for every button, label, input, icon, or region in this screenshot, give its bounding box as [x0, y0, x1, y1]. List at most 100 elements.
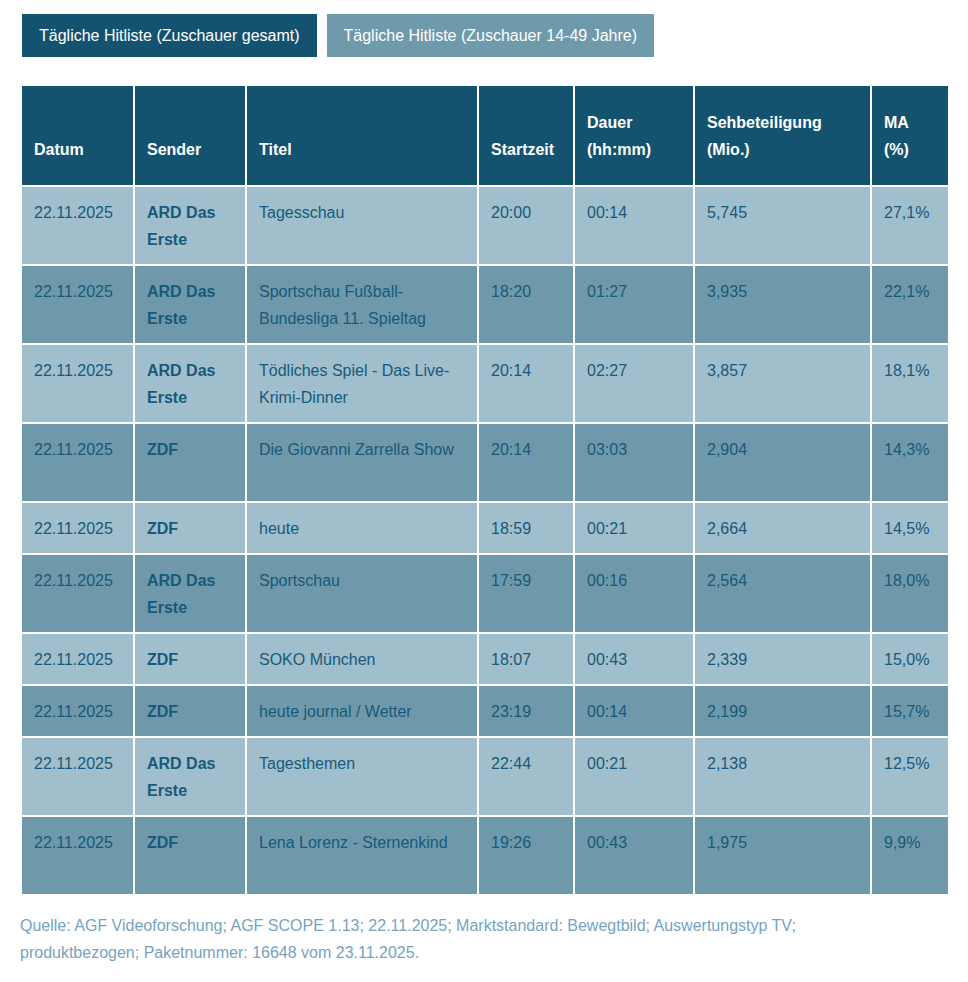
cell-titel: heute	[246, 502, 478, 554]
cell-datum: 22.11.2025	[21, 685, 134, 737]
tab-hitliste-gesamt[interactable]: Tägliche Hitliste (Zuschauer gesamt)	[22, 14, 317, 57]
cell-sehbeteiligung: 3,857	[694, 344, 871, 423]
cell-sender: ARD Das Erste	[134, 737, 246, 816]
cell-dauer: 00:21	[574, 502, 694, 554]
cell-sender: ARD Das Erste	[134, 265, 246, 344]
column-header-sublabel: (hh:mm)	[587, 136, 681, 163]
table-row: 22.11.2025 ZDF Lena Lorenz - Sternenkind…	[21, 816, 949, 895]
cell-sender: ZDF	[134, 423, 246, 502]
table-row: 22.11.2025 ZDF SOKO München 18:07 00:43 …	[21, 633, 949, 685]
column-header-startzeit: Startzeit	[478, 85, 574, 186]
cell-ma: 15,7%	[871, 685, 949, 737]
cell-datum: 22.11.2025	[21, 816, 134, 895]
cell-dauer: 00:14	[574, 186, 694, 265]
cell-datum: 22.11.2025	[21, 554, 134, 633]
source-note-line2: produktbezogen; Paketnummer: 16648 vom 2…	[20, 939, 948, 966]
cell-datum: 22.11.2025	[21, 502, 134, 554]
cell-ma: 15,0%	[871, 633, 949, 685]
cell-dauer: 00:43	[574, 633, 694, 685]
cell-dauer: 02:27	[574, 344, 694, 423]
column-header-ma: MA (%)	[871, 85, 949, 186]
cell-startzeit: 18:59	[478, 502, 574, 554]
column-header-label: Datum	[34, 136, 121, 163]
cell-sehbeteiligung: 3,935	[694, 265, 871, 344]
table-row: 22.11.2025 ZDF Die Giovanni Zarrella Sho…	[21, 423, 949, 502]
cell-startzeit: 23:19	[478, 685, 574, 737]
cell-dauer: 01:27	[574, 265, 694, 344]
cell-startzeit: 20:00	[478, 186, 574, 265]
cell-datum: 22.11.2025	[21, 423, 134, 502]
header-row: Datum Sender Titel Startzeit Dauer	[21, 85, 949, 186]
cell-sehbeteiligung: 2,199	[694, 685, 871, 737]
column-header-datum: Datum	[21, 85, 134, 186]
cell-startzeit: 18:20	[478, 265, 574, 344]
table-row: 22.11.2025 ARD Das Erste Sportschau 17:5…	[21, 554, 949, 633]
cell-sender: ARD Das Erste	[134, 186, 246, 265]
cell-startzeit: 20:14	[478, 344, 574, 423]
column-header-dauer: Dauer (hh:mm)	[574, 85, 694, 186]
cell-dauer: 00:21	[574, 737, 694, 816]
cell-sehbeteiligung: 2,904	[694, 423, 871, 502]
cell-ma: 9,9%	[871, 816, 949, 895]
cell-datum: 22.11.2025	[21, 633, 134, 685]
cell-sender: ZDF	[134, 502, 246, 554]
table-header: Datum Sender Titel Startzeit Dauer	[21, 85, 949, 186]
hitlist-table: Datum Sender Titel Startzeit Dauer	[20, 84, 950, 896]
cell-datum: 22.11.2025	[21, 737, 134, 816]
column-header-label: MA	[884, 109, 936, 136]
cell-sender: ARD Das Erste	[134, 344, 246, 423]
column-header-label: Sehbeteiligung	[707, 109, 858, 136]
column-header-titel: Titel	[246, 85, 478, 186]
cell-dauer: 00:14	[574, 685, 694, 737]
source-note-line1: Quelle: AGF Videoforschung; AGF SCOPE 1.…	[20, 912, 948, 939]
cell-ma: 27,1%	[871, 186, 949, 265]
cell-ma: 14,5%	[871, 502, 949, 554]
cell-startzeit: 19:26	[478, 816, 574, 895]
cell-titel: Tödliches Spiel - Das Live-Krimi-Dinner	[246, 344, 478, 423]
table-row: 22.11.2025 ARD Das Erste Tödliches Spiel…	[21, 344, 949, 423]
column-header-label: Dauer	[587, 109, 681, 136]
cell-datum: 22.11.2025	[21, 265, 134, 344]
cell-startzeit: 17:59	[478, 554, 574, 633]
cell-dauer: 03:03	[574, 423, 694, 502]
cell-titel: Sportschau	[246, 554, 478, 633]
cell-sehbeteiligung: 2,339	[694, 633, 871, 685]
cell-sender: ZDF	[134, 816, 246, 895]
cell-startzeit: 18:07	[478, 633, 574, 685]
cell-ma: 18,1%	[871, 344, 949, 423]
cell-sehbeteiligung: 1,975	[694, 816, 871, 895]
table-row: 22.11.2025 ZDF heute journal / Wetter 23…	[21, 685, 949, 737]
column-header-sublabel: (%)	[884, 136, 936, 163]
cell-ma: 12,5%	[871, 737, 949, 816]
cell-titel: SOKO München	[246, 633, 478, 685]
column-header-sender: Sender	[134, 85, 246, 186]
cell-datum: 22.11.2025	[21, 344, 134, 423]
column-header-label: Startzeit	[491, 136, 561, 163]
cell-sehbeteiligung: 2,138	[694, 737, 871, 816]
cell-sehbeteiligung: 2,664	[694, 502, 871, 554]
column-header-sublabel: (Mio.)	[707, 136, 858, 163]
column-header-label: Sender	[147, 136, 233, 163]
cell-titel: Tagesschau	[246, 186, 478, 265]
column-header-sehbeteiligung: Sehbeteiligung (Mio.)	[694, 85, 871, 186]
cell-titel: heute journal / Wetter	[246, 685, 478, 737]
tab-bar: Tägliche Hitliste (Zuschauer gesamt) Täg…	[22, 14, 948, 57]
cell-ma: 22,1%	[871, 265, 949, 344]
table-row: 22.11.2025 ARD Das Erste Sportschau Fußb…	[21, 265, 949, 344]
tab-hitliste-14-49[interactable]: Tägliche Hitliste (Zuschauer 14-49 Jahre…	[327, 14, 654, 57]
column-header-label: Titel	[259, 136, 465, 163]
table-row: 22.11.2025 ZDF heute 18:59 00:21 2,664 1…	[21, 502, 949, 554]
cell-startzeit: 20:14	[478, 423, 574, 502]
table-body: 22.11.2025 ARD Das Erste Tagesschau 20:0…	[21, 186, 949, 895]
table-row: 22.11.2025 ARD Das Erste Tagesthemen 22:…	[21, 737, 949, 816]
cell-sehbeteiligung: 2,564	[694, 554, 871, 633]
cell-dauer: 00:16	[574, 554, 694, 633]
cell-dauer: 00:43	[574, 816, 694, 895]
source-note: Quelle: AGF Videoforschung; AGF SCOPE 1.…	[20, 912, 948, 966]
cell-startzeit: 22:44	[478, 737, 574, 816]
cell-titel: Die Giovanni Zarrella Show	[246, 423, 478, 502]
cell-titel: Tagesthemen	[246, 737, 478, 816]
cell-sender: ARD Das Erste	[134, 554, 246, 633]
cell-titel: Sportschau Fußball-Bundesliga 11. Spielt…	[246, 265, 478, 344]
page: Tägliche Hitliste (Zuschauer gesamt) Täg…	[0, 0, 968, 982]
